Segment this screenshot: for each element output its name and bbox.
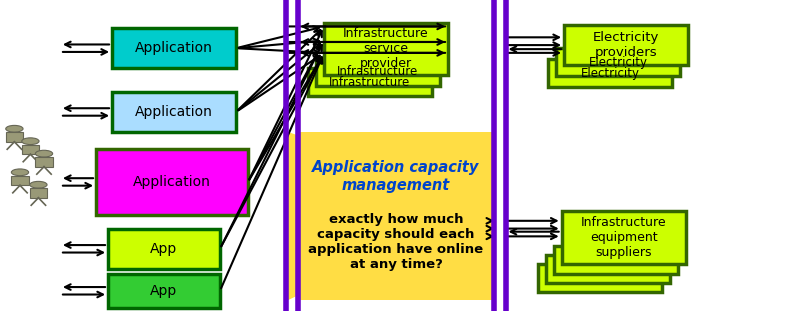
Polygon shape: [286, 132, 492, 300]
Bar: [546, 255, 670, 283]
Bar: [554, 246, 678, 274]
Text: Application capacity
management: Application capacity management: [312, 160, 480, 193]
Bar: [112, 28, 236, 68]
Text: App: App: [150, 284, 178, 298]
Polygon shape: [11, 176, 29, 185]
Bar: [112, 92, 236, 132]
Text: Electricity
providers: Electricity providers: [593, 31, 659, 59]
Bar: [316, 58, 440, 86]
Bar: [96, 149, 248, 215]
Text: Electricity: Electricity: [589, 56, 647, 69]
Polygon shape: [35, 157, 53, 167]
Circle shape: [11, 169, 29, 176]
Text: Infrastructure: Infrastructure: [338, 65, 418, 78]
Polygon shape: [22, 145, 39, 154]
Polygon shape: [6, 132, 23, 142]
Bar: [108, 274, 220, 308]
Text: Infrastructure: Infrastructure: [330, 76, 410, 89]
Bar: [562, 211, 686, 264]
Text: Application: Application: [133, 175, 211, 189]
Bar: [538, 264, 662, 292]
Bar: [564, 25, 688, 65]
Bar: [548, 59, 672, 87]
Bar: [308, 68, 432, 96]
Circle shape: [6, 125, 23, 132]
Bar: [324, 23, 448, 75]
Polygon shape: [30, 188, 47, 198]
Circle shape: [22, 138, 39, 145]
Text: Electricity: Electricity: [581, 67, 639, 80]
Text: Infrastructure
service
provider: Infrastructure service provider: [343, 27, 429, 71]
Text: Application: Application: [135, 105, 213, 119]
Bar: [556, 48, 680, 76]
Bar: [108, 229, 220, 269]
Text: Application: Application: [135, 41, 213, 55]
Text: App: App: [150, 242, 178, 256]
Text: exactly how much
capacity should each
application have online
at any time?: exactly how much capacity should each ap…: [309, 213, 483, 271]
Circle shape: [30, 181, 47, 188]
Text: Infrastructure
equipment
suppliers: Infrastructure equipment suppliers: [581, 216, 666, 259]
Bar: [300, 132, 492, 300]
Circle shape: [35, 150, 53, 157]
